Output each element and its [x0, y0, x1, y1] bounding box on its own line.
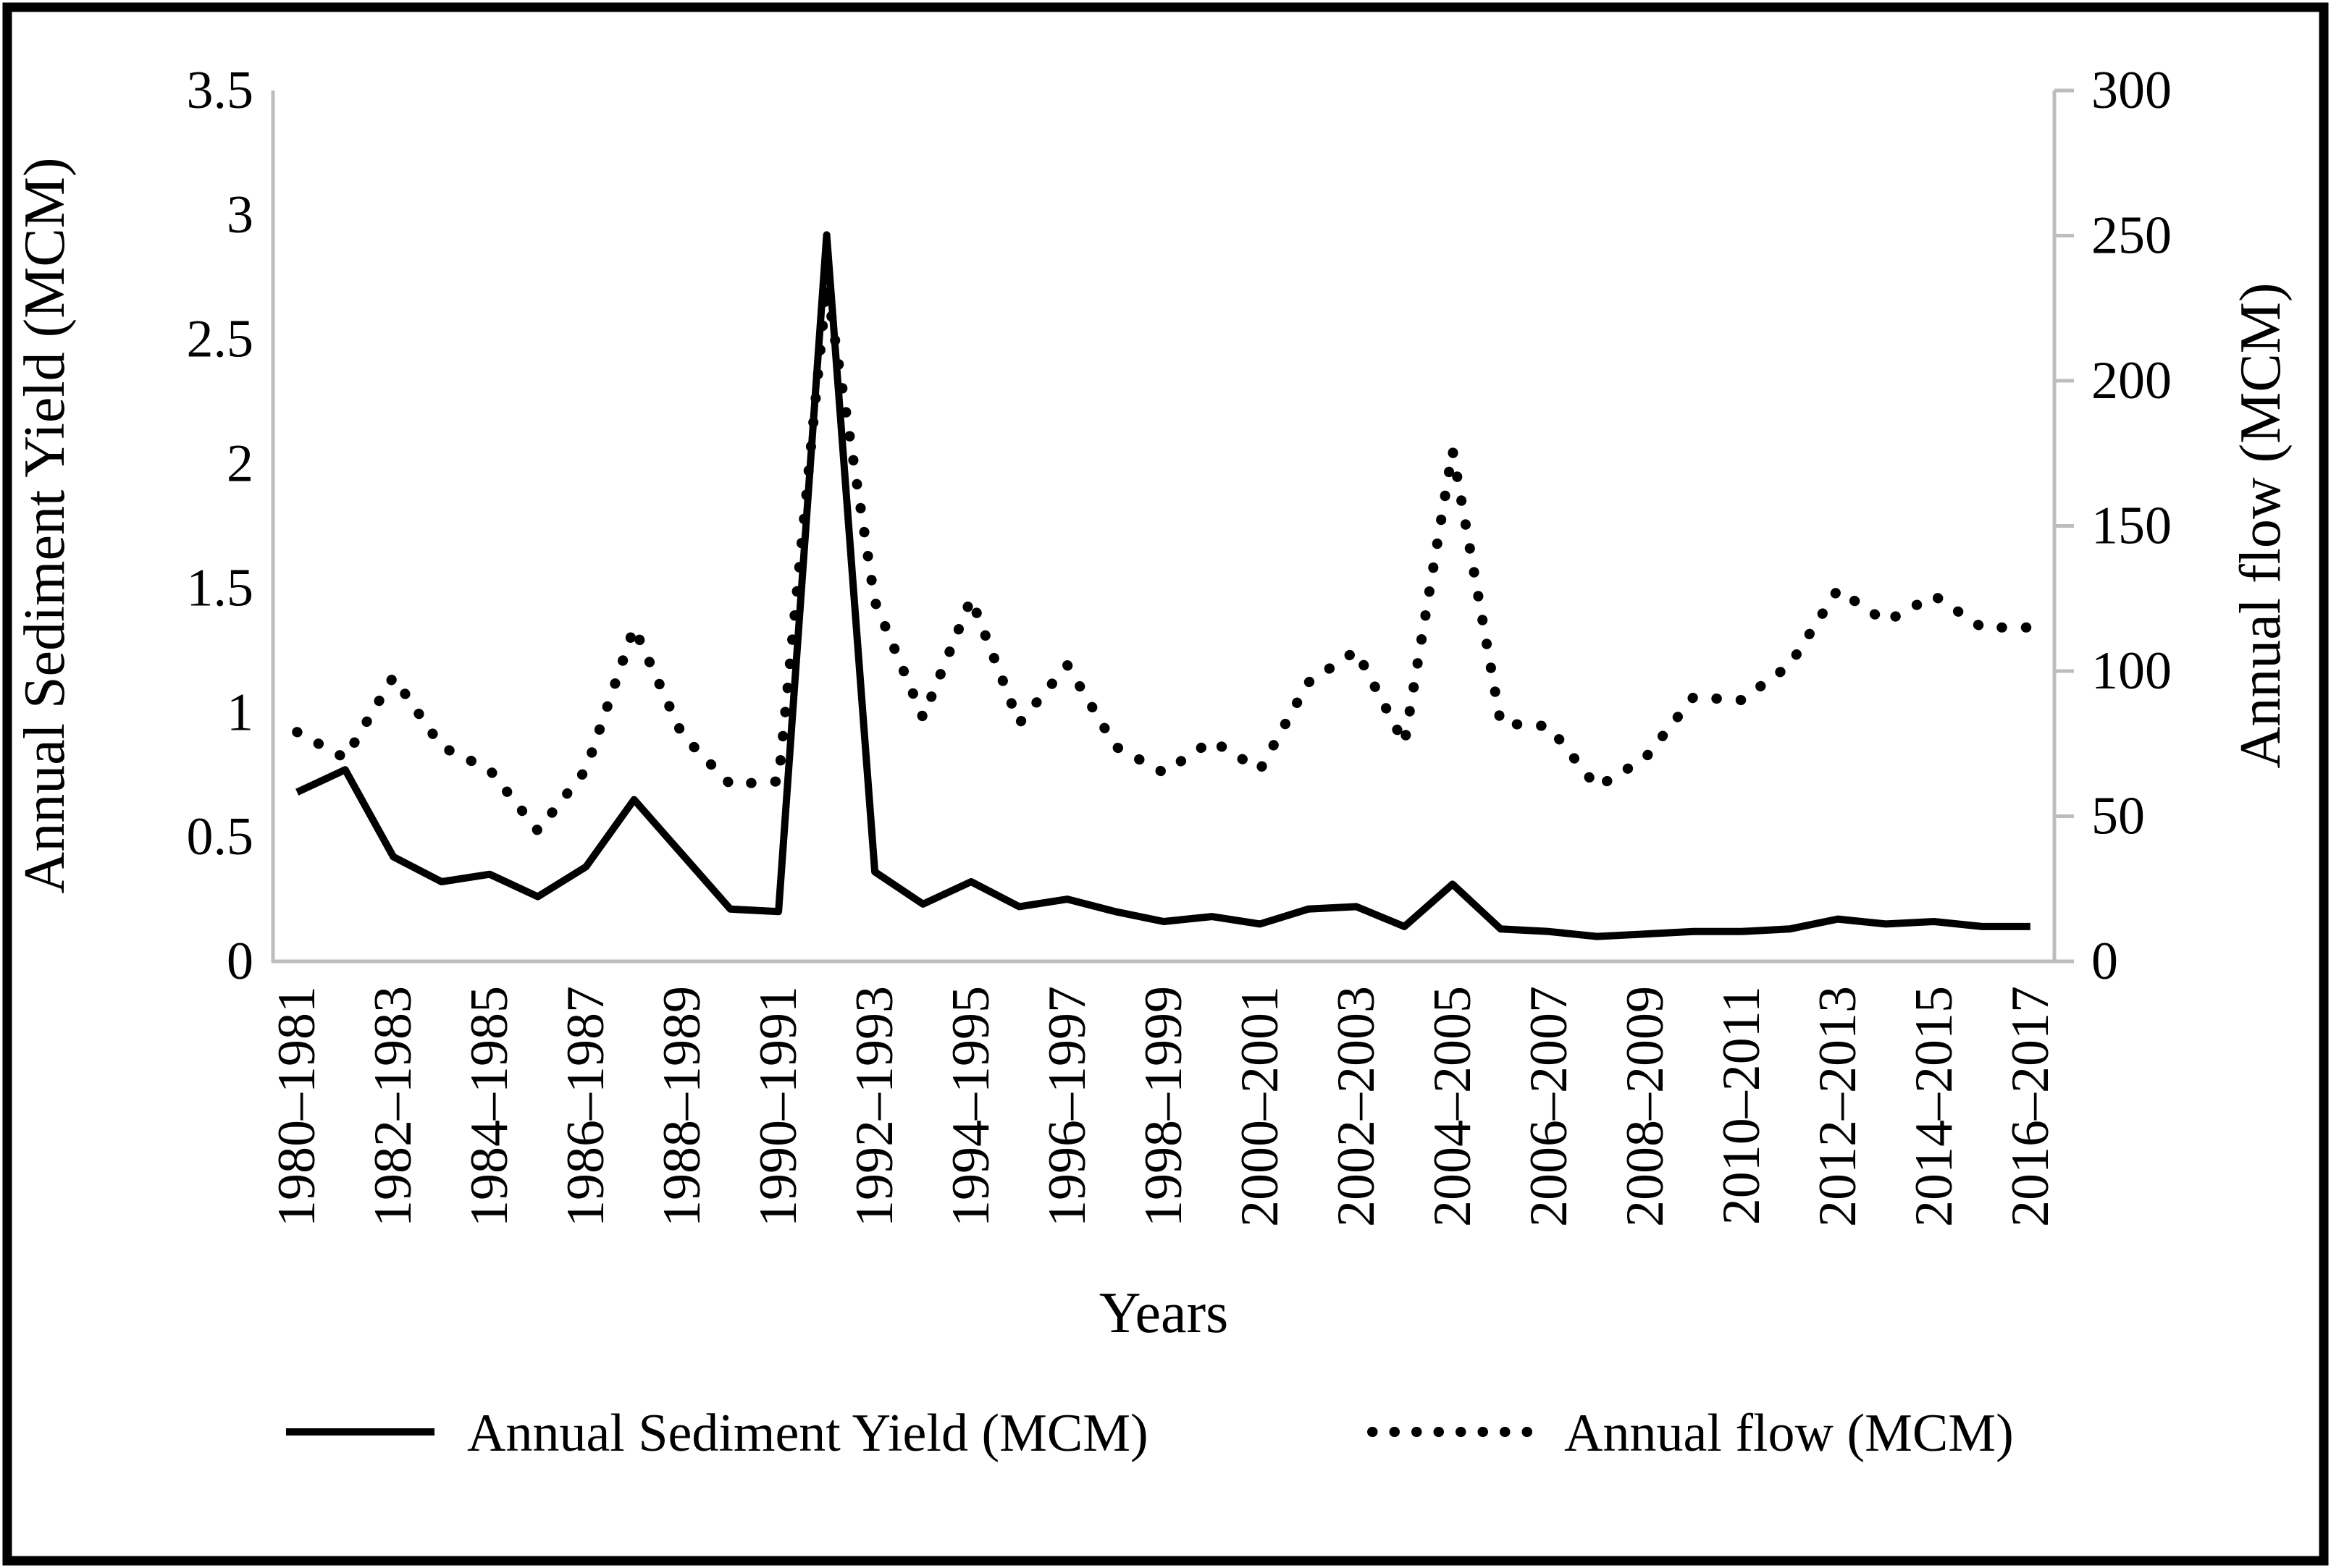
y-axis-right-tick-label: 150 — [2091, 497, 2172, 556]
x-axis-title: Years — [1099, 1281, 1229, 1345]
x-axis-tick-label: 1994–1995 — [941, 986, 1001, 1227]
y-axis-left-tick-labels: 0 0.5 1 1.5 2 2.5 3 3.5 — [187, 61, 254, 991]
y-axis-left-tick-label: 1 — [227, 683, 253, 742]
y-axis-left-tick-label: 0.5 — [187, 807, 254, 867]
x-axis-tick-label: 2014–2015 — [1904, 986, 1964, 1227]
y-axis-left-tick-label: 3 — [227, 185, 253, 245]
y-axis-left-tick-label: 2.5 — [187, 310, 254, 369]
y-axis-right-tick-label: 200 — [2091, 351, 2172, 410]
sediment-yield-line — [295, 231, 2030, 940]
y-axis-right-tick-label: 0 — [2091, 932, 2118, 991]
x-axis-tick-label: 1992–1993 — [845, 986, 904, 1227]
y-axis-right-tick-labels: 0 50 100 150 200 250 300 — [2091, 61, 2172, 991]
legend-label-sediment: Annual Sediment Yield (MCM) — [467, 1404, 1148, 1463]
x-axis-tick-label: 2002–2003 — [1327, 986, 1386, 1227]
y-axis-left-tick-label: 0 — [227, 932, 253, 991]
y-axis-left-tick-label: 1.5 — [187, 558, 254, 617]
x-axis-tick-label: 2004–2005 — [1423, 986, 1482, 1227]
x-axis-tick-label: 1990–1991 — [749, 986, 808, 1227]
x-axis-tick-label: 1984–1985 — [460, 986, 519, 1227]
y-axis-right-tick-label: 100 — [2091, 641, 2172, 701]
data-series — [292, 231, 2036, 940]
legend: Annual Sediment Yield (MCM) Annual flow … — [286, 1404, 2014, 1463]
y-axis-right-tick-label: 300 — [2091, 61, 2172, 120]
y-axis-right-tick-label: 250 — [2091, 206, 2172, 266]
x-axis-tick-label: 2010–2011 — [1712, 986, 1771, 1225]
x-axis-tick-label: 2000–2001 — [1230, 986, 1290, 1227]
x-axis-tick-label: 1988–1989 — [652, 986, 712, 1227]
y-axis-right-tick-label: 50 — [2091, 787, 2145, 846]
x-axis-tick-label: 2006–2007 — [1519, 986, 1579, 1227]
y-axis-left-tick-label: 3.5 — [187, 61, 254, 120]
annual-flow-line — [292, 279, 2036, 836]
y-axis-left-title: Annual Sediment Yield (MCM) — [13, 158, 77, 894]
x-axis-tick-label: 1980–1981 — [267, 986, 327, 1227]
legend-label-flow: Annual flow (MCM) — [1564, 1404, 2014, 1463]
y-axis-left-tick-label: 2 — [227, 434, 253, 494]
x-axis-tick-label: 2012–2013 — [1808, 986, 1868, 1227]
x-axis-tick-label: 2008–2009 — [1616, 986, 1675, 1227]
x-axis-tick-label: 1982–1983 — [364, 986, 423, 1227]
x-axis-tick-label: 1986–1987 — [556, 986, 616, 1227]
y-axis-right-title: Annual flow (MCM) — [2229, 282, 2293, 768]
x-axis-tick-labels: 1980–1981 1982–1983 1984–1985 1986–1987 1988… — [267, 986, 2060, 1227]
x-axis-tick-label: 1998–1999 — [1134, 986, 1193, 1227]
x-axis-tick-label: 1996–1997 — [1038, 986, 1097, 1227]
x-axis-tick-label: 2016–2017 — [2001, 986, 2060, 1227]
y-axis-right-tick-marks — [2054, 88, 2074, 964]
